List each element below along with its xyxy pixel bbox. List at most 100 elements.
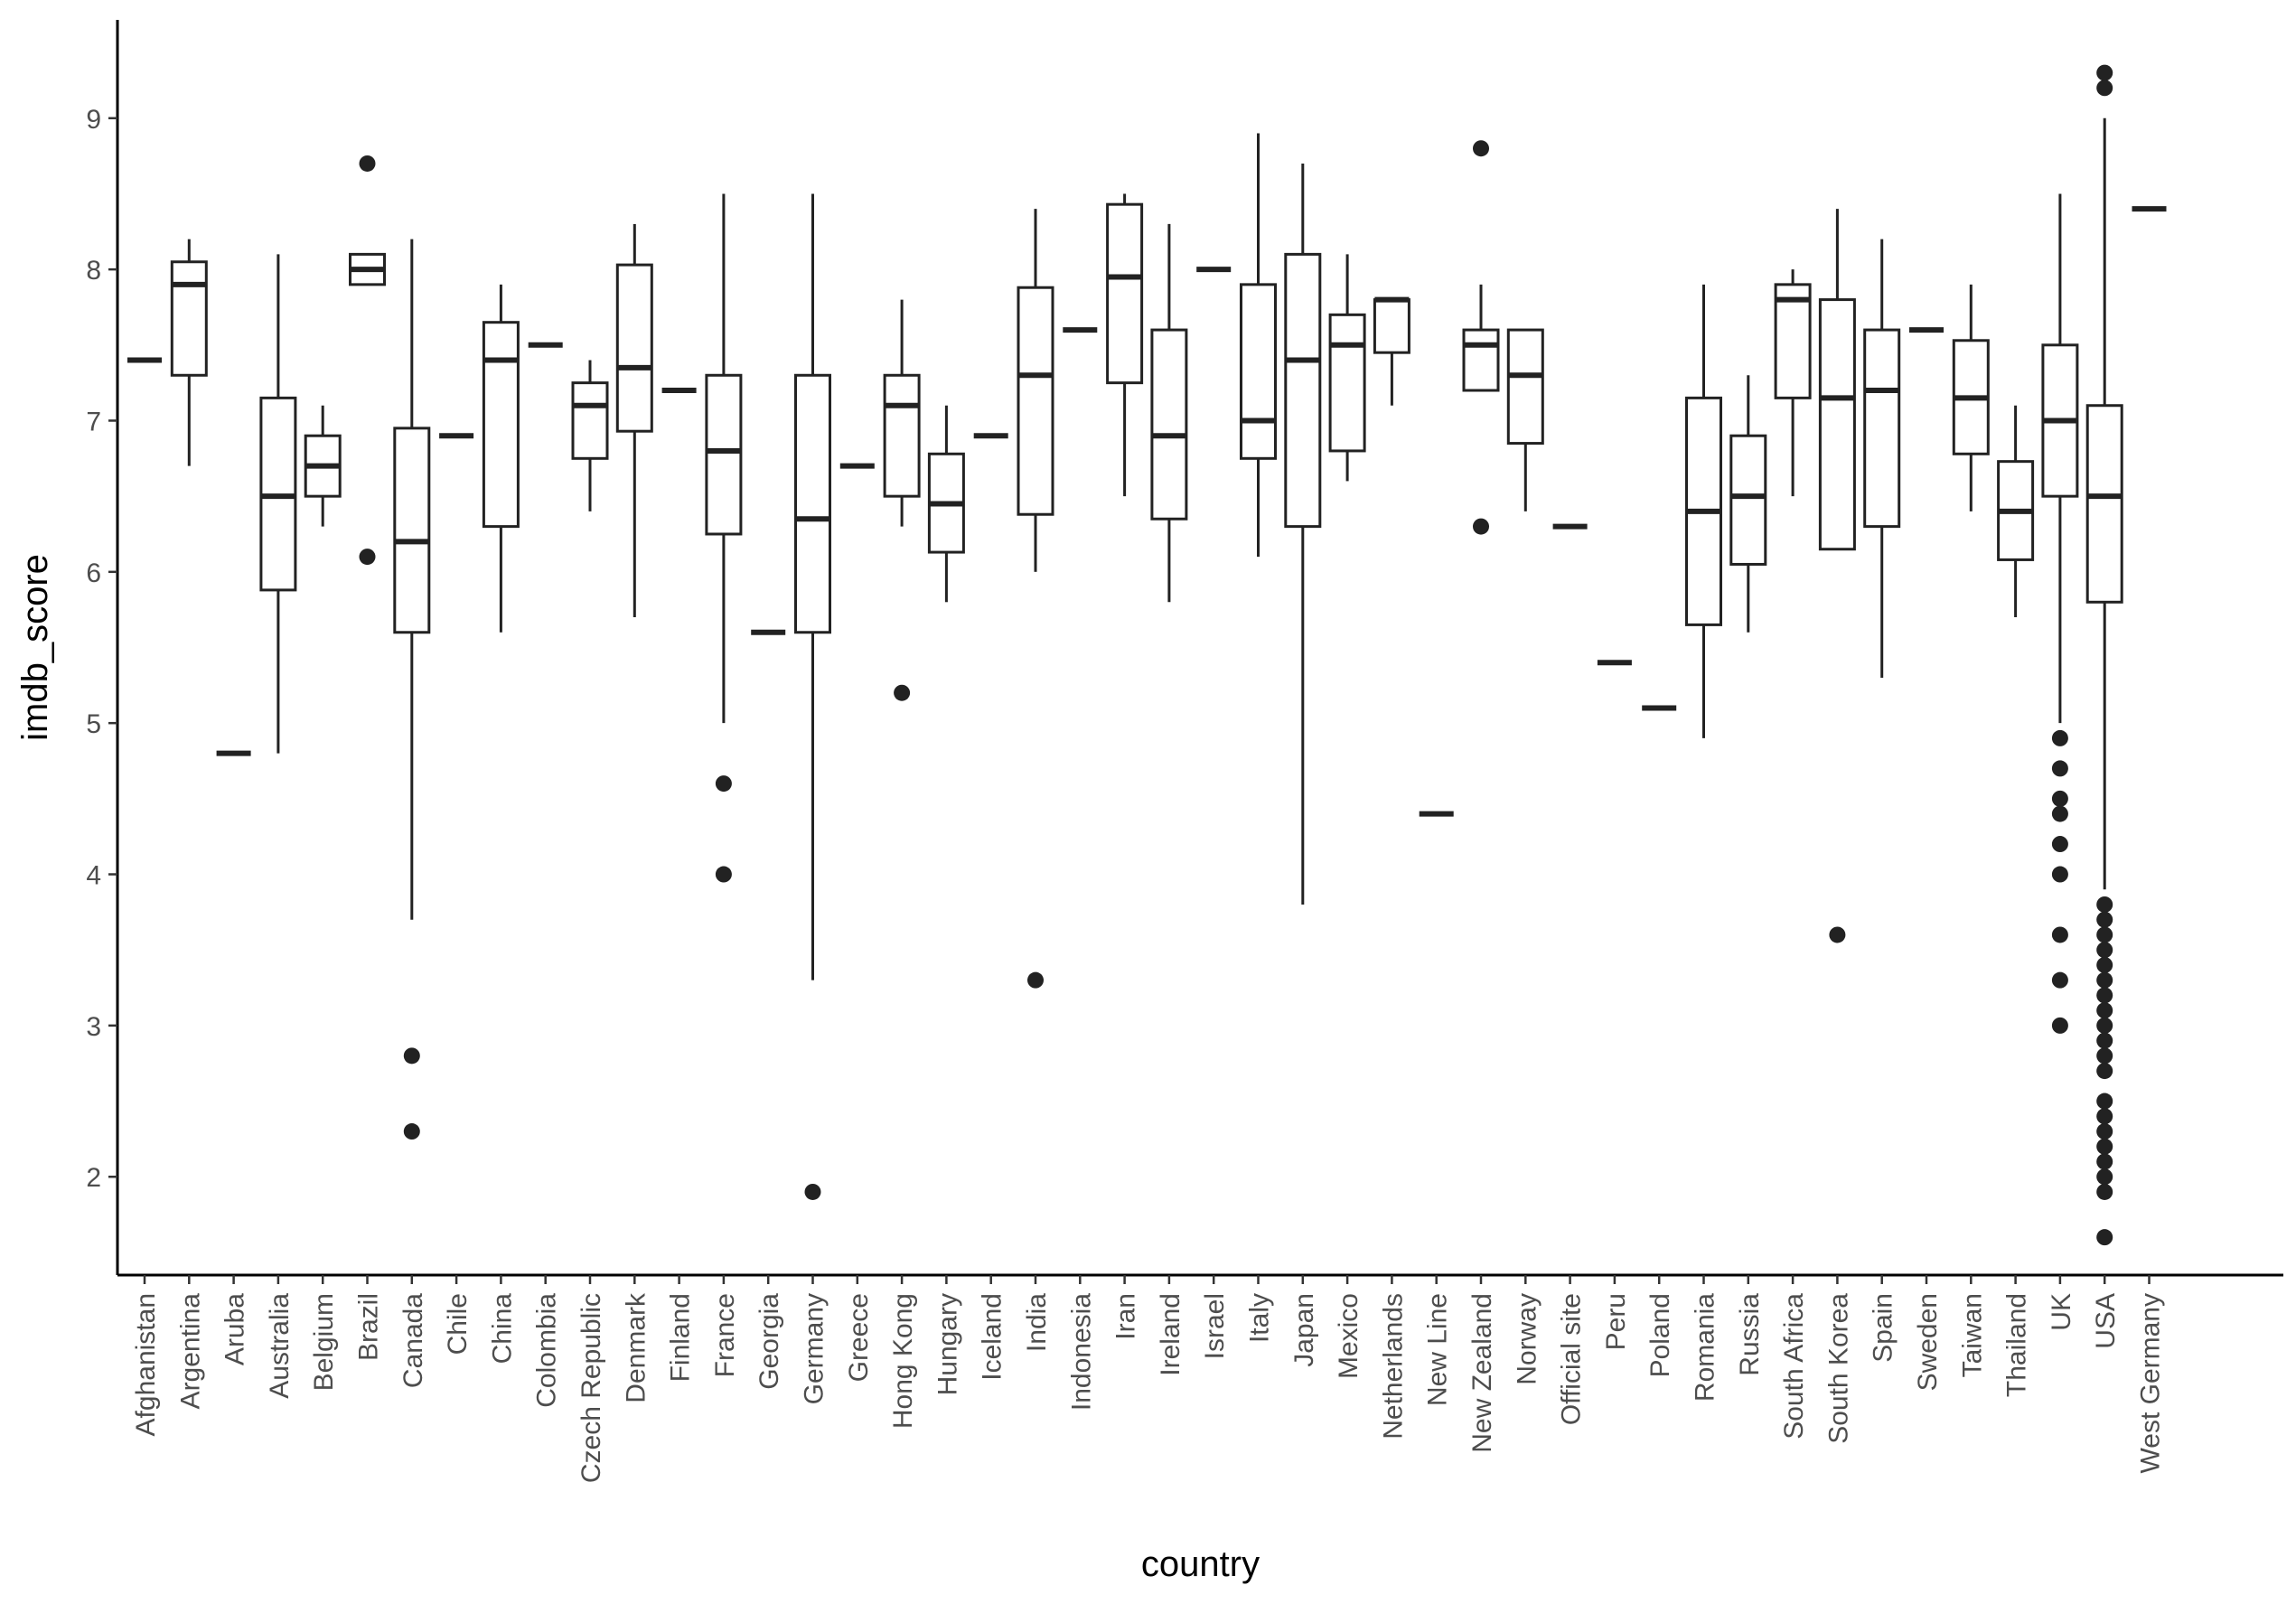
outlier-point xyxy=(1473,140,1489,157)
outlier-point xyxy=(894,684,911,701)
x-tick-label: New Line xyxy=(1423,1293,1453,1406)
box-czech-republic xyxy=(571,360,609,511)
y-tick-label: 6 xyxy=(86,558,101,588)
x-tick-label: Netherlands xyxy=(1378,1293,1408,1440)
box-iqr xyxy=(482,321,520,529)
box-iqr xyxy=(1017,286,1054,516)
box-iran xyxy=(1106,193,1144,497)
outlier-point xyxy=(2096,1123,2113,1140)
outlier-point xyxy=(1829,926,1846,943)
x-tick-label: Mexico xyxy=(1334,1293,1364,1379)
box-south-africa xyxy=(1774,269,1812,497)
box-iqr xyxy=(705,373,743,536)
box-iqr xyxy=(1818,298,1856,551)
box-iqr xyxy=(571,381,609,460)
outlier-point xyxy=(2096,1229,2113,1246)
x-tick-label: Georgia xyxy=(754,1293,784,1390)
box-thailand xyxy=(1997,405,2035,618)
box-iqr xyxy=(1729,434,1767,566)
x-tick-label: Peru xyxy=(1601,1293,1631,1350)
x-tick-label: Brazil xyxy=(354,1293,384,1361)
box-iqr xyxy=(2085,404,2123,604)
box-iqr xyxy=(393,427,431,634)
outlier-point xyxy=(2051,805,2068,822)
x-tick-label: Ireland xyxy=(1156,1293,1185,1376)
box-uk xyxy=(2041,193,2079,1034)
x-tick-label: Norway xyxy=(1512,1293,1542,1385)
box-iqr xyxy=(1506,328,1544,446)
outlier-point xyxy=(2096,1093,2113,1110)
box-brazil xyxy=(349,155,386,566)
box-usa xyxy=(2085,64,2123,1246)
y-axis-title: imdb_score xyxy=(15,554,55,741)
x-tick-label: Sweden xyxy=(1913,1293,1943,1391)
box-russia xyxy=(1729,375,1767,633)
outlier-point xyxy=(2051,926,2068,943)
box-hong-kong xyxy=(883,299,921,701)
x-tick-label: Finland xyxy=(666,1293,696,1382)
y-tick-label: 7 xyxy=(86,407,101,436)
y-tick-label: 3 xyxy=(86,1012,101,1042)
x-tick-label: Greece xyxy=(844,1293,874,1382)
x-tick-label: Indonesia xyxy=(1066,1293,1096,1411)
x-axis-title: country xyxy=(1141,1544,1260,1584)
y-tick-label: 8 xyxy=(86,256,101,286)
box-iqr xyxy=(1373,298,1410,354)
outlier-point xyxy=(2096,1183,2113,1200)
box-japan xyxy=(1284,163,1322,905)
box-iqr xyxy=(883,373,921,498)
x-tick-label: Hungary xyxy=(932,1293,962,1395)
y-tick-label: 9 xyxy=(86,105,101,135)
x-tick-label: Argentina xyxy=(175,1293,205,1410)
box-norway xyxy=(1506,328,1544,511)
outlier-point xyxy=(804,1183,821,1200)
outlier-point xyxy=(2096,1017,2113,1034)
outlier-point xyxy=(2096,896,2113,913)
box-italy xyxy=(1240,133,1277,558)
x-tick-label: Denmark xyxy=(621,1292,651,1403)
outlier-point xyxy=(2096,1153,2113,1170)
x-tick-label: Iceland xyxy=(978,1293,1007,1381)
outlier-point xyxy=(2096,1108,2113,1125)
box-hungary xyxy=(927,405,965,603)
outlier-point xyxy=(715,866,732,883)
box-india xyxy=(1017,209,1054,989)
outlier-point xyxy=(2051,866,2068,883)
outlier-point xyxy=(2096,1047,2113,1065)
outlier-point xyxy=(2096,80,2113,97)
box-germany xyxy=(794,193,831,1200)
outlier-point xyxy=(2051,729,2068,746)
box-iqr xyxy=(1106,202,1144,385)
outlier-point xyxy=(2051,1017,2068,1034)
x-tick-label: Russia xyxy=(1735,1293,1765,1376)
box-south-korea xyxy=(1818,209,1856,943)
x-tick-label: Belgium xyxy=(309,1293,339,1391)
outlier-point xyxy=(1473,518,1489,535)
x-tick-label: Thailand xyxy=(2002,1293,2032,1397)
box-iqr xyxy=(170,260,208,377)
outlier-point xyxy=(2051,836,2068,853)
box-iqr xyxy=(1462,328,1500,392)
x-tick-label: Aruba xyxy=(220,1293,250,1365)
outlier-point xyxy=(2096,971,2113,989)
outlier-point xyxy=(715,775,732,793)
y-tick-label: 4 xyxy=(86,861,101,891)
outlier-point xyxy=(2096,1032,2113,1049)
outlier-point xyxy=(2051,971,2068,989)
x-tick-label: Italy xyxy=(1245,1293,1275,1343)
x-tick-label: Romania xyxy=(1691,1293,1720,1402)
x-tick-label: Germany xyxy=(800,1293,829,1404)
outlier-point xyxy=(403,1047,420,1065)
outlier-point xyxy=(359,155,376,172)
x-tick-label: UK xyxy=(2047,1293,2076,1331)
box-australia xyxy=(259,254,297,754)
outlier-point xyxy=(2096,942,2113,959)
x-tick-label: Taiwan xyxy=(1957,1293,1987,1377)
box-iqr xyxy=(1240,283,1277,460)
outlier-point xyxy=(2096,1002,2113,1019)
x-tick-label: Australia xyxy=(265,1293,295,1399)
box-spain xyxy=(1863,239,1901,678)
outlier-point xyxy=(2096,987,2113,1004)
x-tick-label: India xyxy=(1022,1293,1052,1352)
